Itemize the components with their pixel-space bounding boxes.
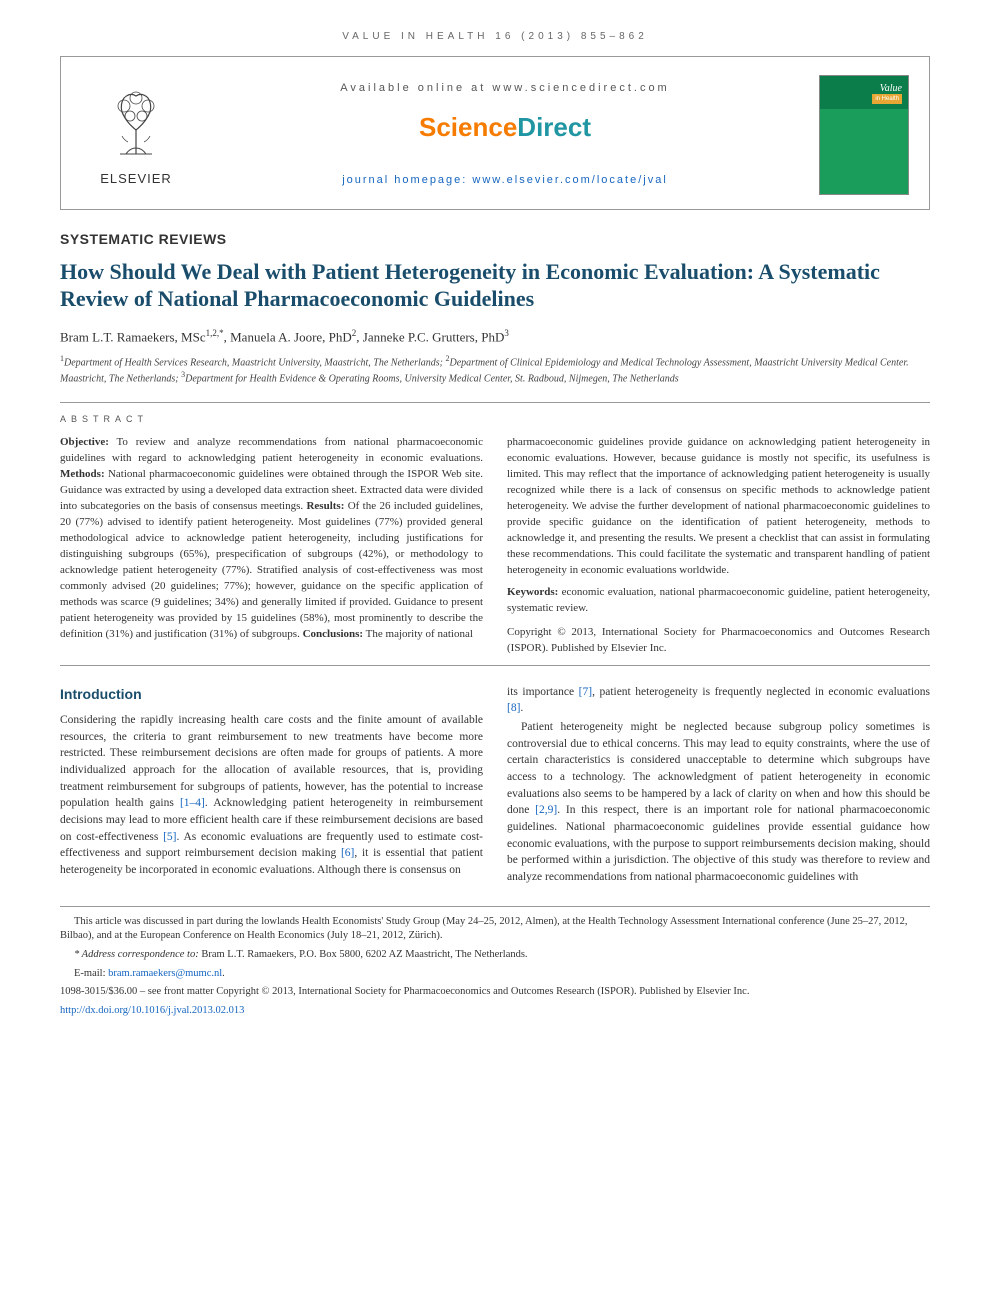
authors-line: Bram L.T. Ramaekers, MSc1,2,*, Manuela A… [60, 327, 930, 347]
intro-right-p2: Patient heterogeneity might be neglected… [507, 719, 930, 886]
body-left-col: Introduction Considering the rapidly inc… [60, 684, 483, 886]
sd-word-direct: Direct [517, 112, 591, 142]
section-label: SYSTEMATIC REVIEWS [60, 230, 930, 250]
body-columns: Introduction Considering the rapidly inc… [60, 684, 930, 886]
cover-subtitle: in Health [872, 94, 902, 104]
elsevier-label: ELSEVIER [81, 170, 191, 188]
affiliations: 1Department of Health Services Research,… [60, 354, 930, 386]
body-right-col: its importance [7], patient heterogeneit… [507, 684, 930, 886]
journal-cover-thumbnail: Value in Health [819, 75, 909, 195]
footnotes: This article was discussed in part durin… [60, 906, 930, 1019]
footnote-email: E-mail: bram.ramaekers@mumc.nl. [60, 967, 930, 982]
sd-word-science: Science [419, 112, 517, 142]
abstract-left-col: Objective: To review and analyze recomme… [60, 435, 483, 656]
journal-homepage-line[interactable]: journal homepage: www.elsevier.com/locat… [191, 173, 819, 188]
abstract-columns: Objective: To review and analyze recomme… [60, 435, 930, 656]
abstract-right-text: pharmacoeconomic guidelines provide guid… [507, 436, 930, 576]
corr-label: * Address correspondence to: [74, 949, 199, 960]
abstract-heading: ABSTRACT [60, 413, 930, 426]
abstract-copyright: Copyright © 2013, International Society … [507, 625, 930, 657]
introduction-heading: Introduction [60, 684, 483, 704]
article-title: How Should We Deal with Patient Heteroge… [60, 258, 930, 313]
email-link[interactable]: bram.ramaekers@mumc.nl [108, 968, 222, 979]
rule-bottom [60, 665, 930, 666]
available-online-line: Available online at www.sciencedirect.co… [191, 81, 819, 96]
sciencedirect-logo: ScienceDirect [191, 109, 819, 145]
rule-top [60, 402, 930, 403]
email-label: E-mail: [74, 968, 106, 979]
footnote-issn: 1098-3015/$36.00 – see front matter Copy… [60, 985, 930, 1000]
keywords-label: Keywords: [507, 586, 558, 598]
footnote-correspondence: * Address correspondence to: Bram L.T. R… [60, 948, 930, 963]
abstract-right-col: pharmacoeconomic guidelines provide guid… [507, 435, 930, 656]
doi-link[interactable]: http://dx.doi.org/10.1016/j.jval.2013.02… [60, 1005, 244, 1016]
footnote-conference: This article was discussed in part durin… [60, 915, 930, 944]
keywords-text: economic evaluation, national pharmacoec… [507, 586, 930, 614]
elsevier-tree-icon [96, 82, 176, 162]
corr-text: Bram L.T. Ramaekers, P.O. Box 5800, 6202… [201, 949, 527, 960]
journal-header-box: ELSEVIER Available online at www.science… [60, 56, 930, 210]
footnote-doi: http://dx.doi.org/10.1016/j.jval.2013.02… [60, 1004, 930, 1019]
elsevier-logo-block: ELSEVIER [81, 82, 191, 189]
running-head: VALUE IN HEALTH 16 (2013) 855–862 [60, 30, 930, 44]
intro-left-p1: Considering the rapidly increasing healt… [60, 712, 483, 879]
header-center: Available online at www.sciencedirect.co… [191, 81, 819, 188]
intro-right-p1: its importance [7], patient heterogeneit… [507, 684, 930, 717]
